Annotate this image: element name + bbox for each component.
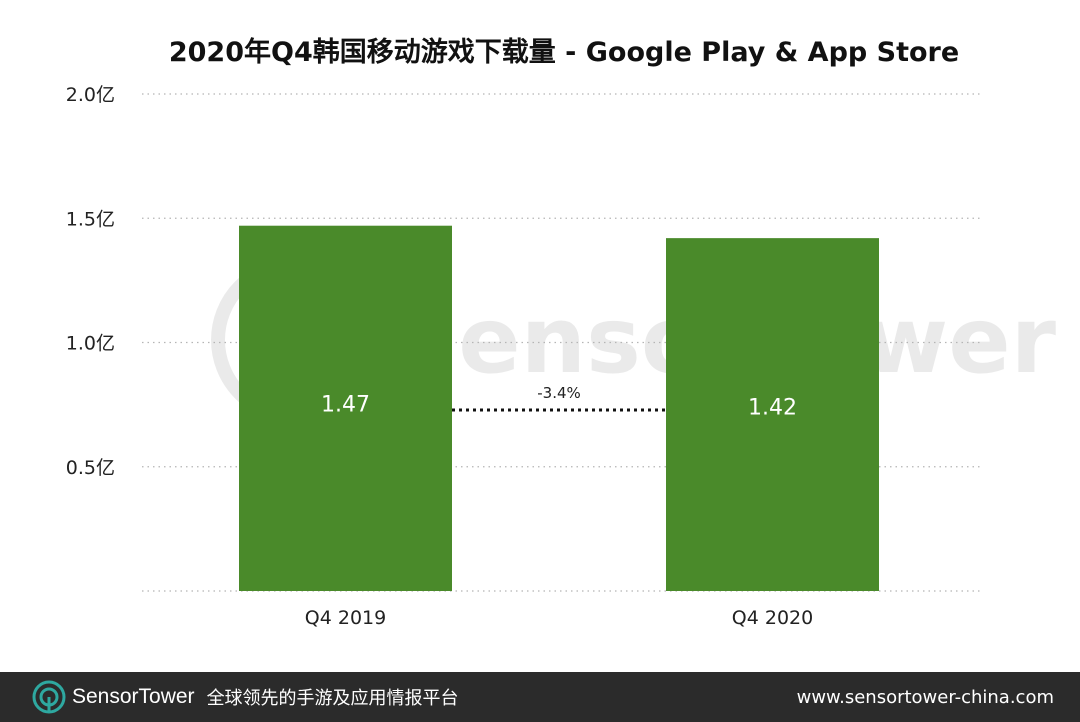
bar-value-label: 1.47 bbox=[321, 392, 370, 417]
x-tick-label: Q4 2020 bbox=[732, 607, 813, 629]
bar bbox=[666, 238, 879, 591]
y-tick-label: 1.0亿 bbox=[66, 333, 115, 355]
y-tick-label: 0.5亿 bbox=[66, 457, 115, 479]
change-label: -3.4% bbox=[537, 384, 581, 402]
bar-chart: SensorTower 0.5亿1.0亿1.5亿2.0亿 1.471.42 Q4… bbox=[66, 36, 1057, 629]
x-tick-label: Q4 2019 bbox=[305, 607, 386, 629]
footer-url: www.sensortower-china.com bbox=[796, 686, 1054, 708]
chart-title: 2020年Q4韩国移动游戏下载量 - Google Play & App Sto… bbox=[169, 36, 959, 68]
y-tick-label: 2.0亿 bbox=[66, 84, 115, 106]
footer-logo: SensorTower bbox=[32, 680, 195, 714]
bar bbox=[239, 225, 452, 591]
y-tick-label: 1.5亿 bbox=[66, 208, 115, 230]
footer-brand: SensorTower bbox=[72, 685, 195, 708]
sensortower-logo-icon bbox=[32, 680, 66, 714]
footer-slogan: 全球领先的手游及应用情报平台 bbox=[206, 688, 459, 709]
bar-value-label: 1.42 bbox=[748, 396, 797, 421]
footer-bar: SensorTower 全球领先的手游及应用情报平台 www.sensortow… bbox=[0, 672, 1080, 722]
